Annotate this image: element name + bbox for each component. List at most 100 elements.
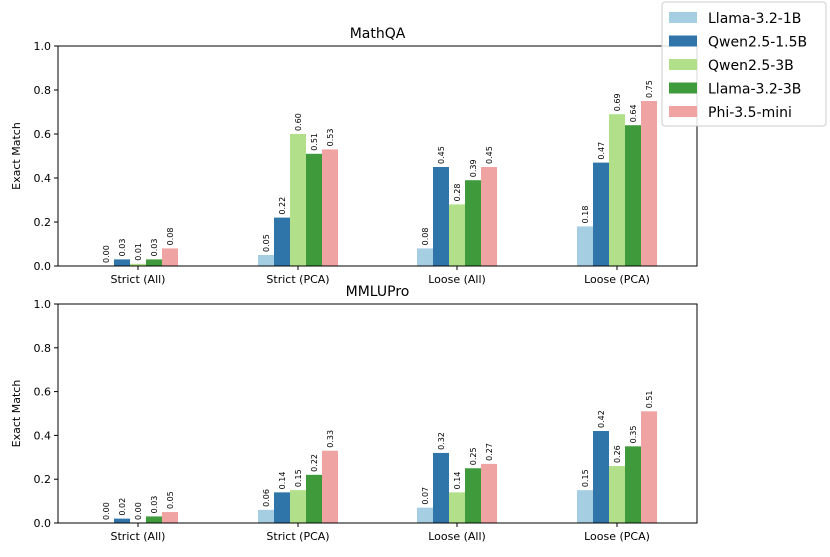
- bar: [577, 490, 593, 523]
- legend-entry: Qwen2.5-3B: [708, 58, 794, 74]
- bar-value-label: 0.03: [118, 239, 127, 257]
- bar: [146, 516, 162, 523]
- bar-value-label: 0.00: [102, 502, 111, 520]
- bar-value-label: 0.07: [421, 487, 430, 505]
- bar-value-label: 0.42: [597, 410, 606, 428]
- y-tick-label: 0.2: [34, 216, 52, 229]
- bar: [162, 512, 178, 523]
- y-axis-label: Exact Match: [10, 122, 23, 190]
- bar: [577, 226, 593, 266]
- bar-value-label: 0.27: [485, 443, 494, 461]
- bar: [465, 180, 481, 266]
- x-tick-label: Strict (All): [111, 530, 166, 543]
- bar: [322, 450, 338, 523]
- bar-value-label: 0.45: [437, 146, 446, 164]
- bar: [593, 162, 609, 266]
- y-tick-label: 0.0: [34, 517, 52, 530]
- bar-value-label: 0.28: [453, 184, 462, 202]
- bar-value-label: 0.06: [262, 489, 271, 507]
- y-tick-label: 0.6: [34, 128, 52, 141]
- bar-value-label: 0.14: [453, 472, 462, 490]
- x-tick-label: Loose (PCA): [584, 530, 650, 543]
- x-tick-label: Strict (PCA): [266, 273, 329, 286]
- bar: [258, 255, 274, 266]
- bar: [322, 149, 338, 266]
- bar-value-label: 0.39: [469, 159, 478, 177]
- bar: [258, 509, 274, 523]
- chart-title: MathQA: [350, 26, 406, 42]
- bar-value-label: 0.25: [469, 447, 478, 465]
- bar-value-label: 0.05: [166, 491, 175, 509]
- chart-title: MMLUPro: [346, 284, 410, 300]
- y-tick-label: 0.0: [34, 260, 52, 273]
- legend-swatch: [669, 12, 697, 23]
- bar-value-label: 0.51: [310, 133, 319, 151]
- bar-value-label: 0.03: [150, 239, 159, 257]
- bar: [290, 490, 306, 523]
- bar-value-label: 0.08: [421, 228, 430, 246]
- bar: [146, 259, 162, 266]
- x-tick-label: Loose (All): [428, 530, 486, 543]
- bar: [481, 167, 497, 266]
- bar: [417, 248, 433, 266]
- legend-entry: Phi-3.5-mini: [708, 105, 792, 121]
- bar: [417, 507, 433, 523]
- bar: [609, 466, 625, 523]
- axes-frame: [57, 45, 698, 267]
- legend-entry: Qwen2.5-1.5B: [708, 35, 807, 51]
- bar-value-label: 0.33: [326, 430, 335, 448]
- bar-value-label: 0.14: [278, 472, 287, 490]
- bar-value-label: 0.22: [278, 197, 287, 215]
- bar: [641, 101, 657, 266]
- legend-box: [661, 1, 827, 127]
- bar: [449, 492, 465, 523]
- chart-panel-1: 0.000.05 0.080.180.030.220.45 0.470.010.60…: [10, 26, 698, 286]
- bar: [130, 263, 146, 266]
- bar: [274, 217, 290, 266]
- x-tick-label: Loose (PCA): [584, 273, 650, 286]
- bar: [290, 134, 306, 266]
- bar: [306, 153, 322, 266]
- bar-value-label: 0.45: [485, 146, 494, 164]
- bar: [306, 474, 322, 523]
- bar-value-label: 0.15: [294, 469, 303, 487]
- legend-entry: Llama-3.2-3B: [708, 82, 801, 98]
- chart-panel-2: 0.00 0.06 0.07 0.15 0.02 0.14 0.32 0.42 0.00 0.15…: [10, 284, 698, 543]
- y-tick-label: 0.2: [34, 473, 52, 486]
- x-tick-label: Loose (All): [428, 273, 486, 286]
- legend-swatch: [669, 35, 697, 47]
- bar-value-label: 0.05: [262, 234, 271, 252]
- bar: [609, 114, 625, 266]
- bar-value-label: 0.60: [294, 113, 303, 131]
- bar-value-label: 0.32: [437, 432, 446, 450]
- y-tick-label: 0.8: [34, 342, 52, 355]
- bar: [481, 463, 497, 523]
- y-tick-label: 0.6: [34, 386, 52, 399]
- bar: [449, 204, 465, 266]
- bar: [593, 431, 609, 523]
- y-tick-label: 1.0: [34, 298, 52, 311]
- bar-value-label: 0.08: [166, 228, 175, 246]
- bar: [433, 452, 449, 523]
- legend-swatch: [669, 106, 697, 117]
- bar-value-label: 0.47: [597, 142, 606, 160]
- bar-value-label: 0.26: [613, 445, 622, 463]
- bar-value-label: 0.18: [581, 206, 590, 224]
- bar-value-label: 0.35: [629, 426, 638, 444]
- bar: [465, 468, 481, 523]
- axes-frame: [57, 303, 698, 524]
- bar-value-label: 0.75: [645, 80, 654, 98]
- bar-value-label: 0.00: [134, 502, 143, 520]
- bar: [162, 248, 178, 266]
- bar-value-label: 0.64: [629, 104, 638, 122]
- y-tick-label: 0.4: [34, 429, 52, 442]
- x-tick-label: Strict (All): [111, 273, 166, 286]
- bar-value-label: 0.51: [645, 390, 654, 408]
- bar-value-label: 0.01: [134, 243, 143, 261]
- bar: [641, 411, 657, 523]
- bar: [433, 167, 449, 266]
- bar: [625, 446, 641, 523]
- bar-value-label: 0.53: [326, 129, 335, 147]
- bar-value-label: 0.22: [310, 454, 319, 472]
